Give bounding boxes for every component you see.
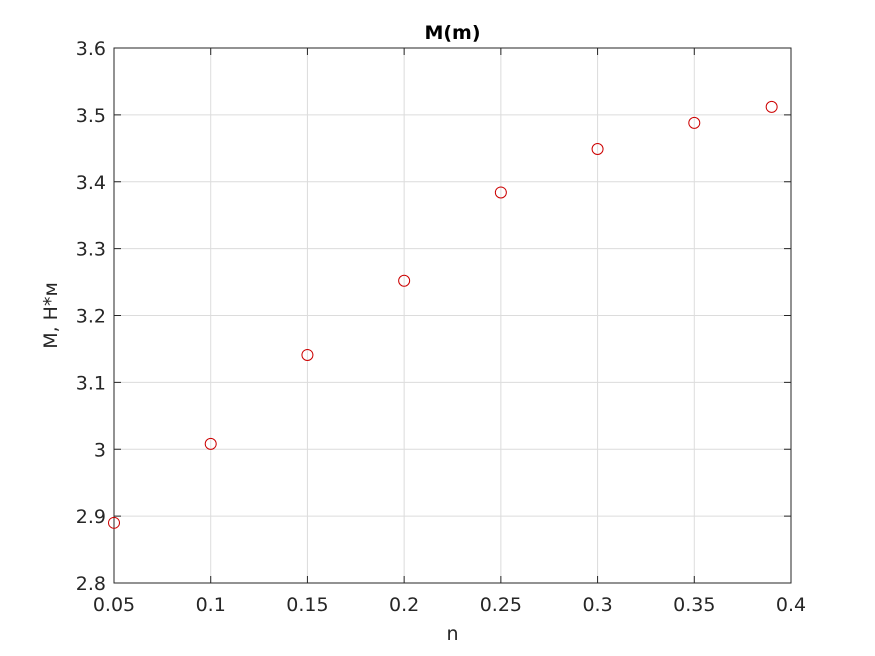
x-tick-label: 0.25 bbox=[480, 594, 522, 616]
data-point bbox=[688, 116, 701, 129]
y-tick-label: 2.9 bbox=[76, 506, 106, 528]
y-tick-label: 3.3 bbox=[76, 239, 106, 261]
chart-title: M(m) bbox=[424, 22, 480, 44]
y-axis-label: M, Н*м bbox=[40, 282, 62, 349]
y-tick-label: 3.1 bbox=[76, 372, 106, 394]
data-point bbox=[494, 186, 507, 199]
data-point bbox=[765, 100, 778, 113]
grid bbox=[113, 47, 792, 584]
x-tick-label: 0.05 bbox=[93, 594, 135, 616]
x-tick-label: 0.15 bbox=[286, 594, 328, 616]
data-point bbox=[108, 516, 120, 529]
y-tick-label: 3.6 bbox=[76, 38, 106, 60]
axis-ticks: 0.05 0.1 0.15 0.2 0.25 0.3 0.35 0.4 2.8 2.9 3 3.1 3.… bbox=[76, 38, 806, 616]
data-point bbox=[301, 348, 314, 361]
x-axis-label: n bbox=[446, 623, 458, 645]
data-point bbox=[204, 437, 217, 450]
data-point bbox=[398, 274, 411, 287]
x-tick-label: 0.4 bbox=[776, 594, 806, 616]
data-point bbox=[591, 142, 604, 155]
y-tick-label: 3.5 bbox=[76, 105, 106, 127]
x-tick-label: 0.1 bbox=[196, 594, 226, 616]
data-points bbox=[108, 100, 778, 529]
x-tick-label: 0.2 bbox=[389, 594, 419, 616]
y-tick-label: 3 bbox=[94, 439, 106, 461]
y-tick-label: 3.4 bbox=[76, 172, 106, 194]
y-tick-label: 3.2 bbox=[76, 306, 106, 328]
y-tick-label: 2.8 bbox=[76, 573, 106, 595]
x-tick-label: 0.35 bbox=[673, 594, 715, 616]
x-tick-label: 0.3 bbox=[582, 594, 612, 616]
